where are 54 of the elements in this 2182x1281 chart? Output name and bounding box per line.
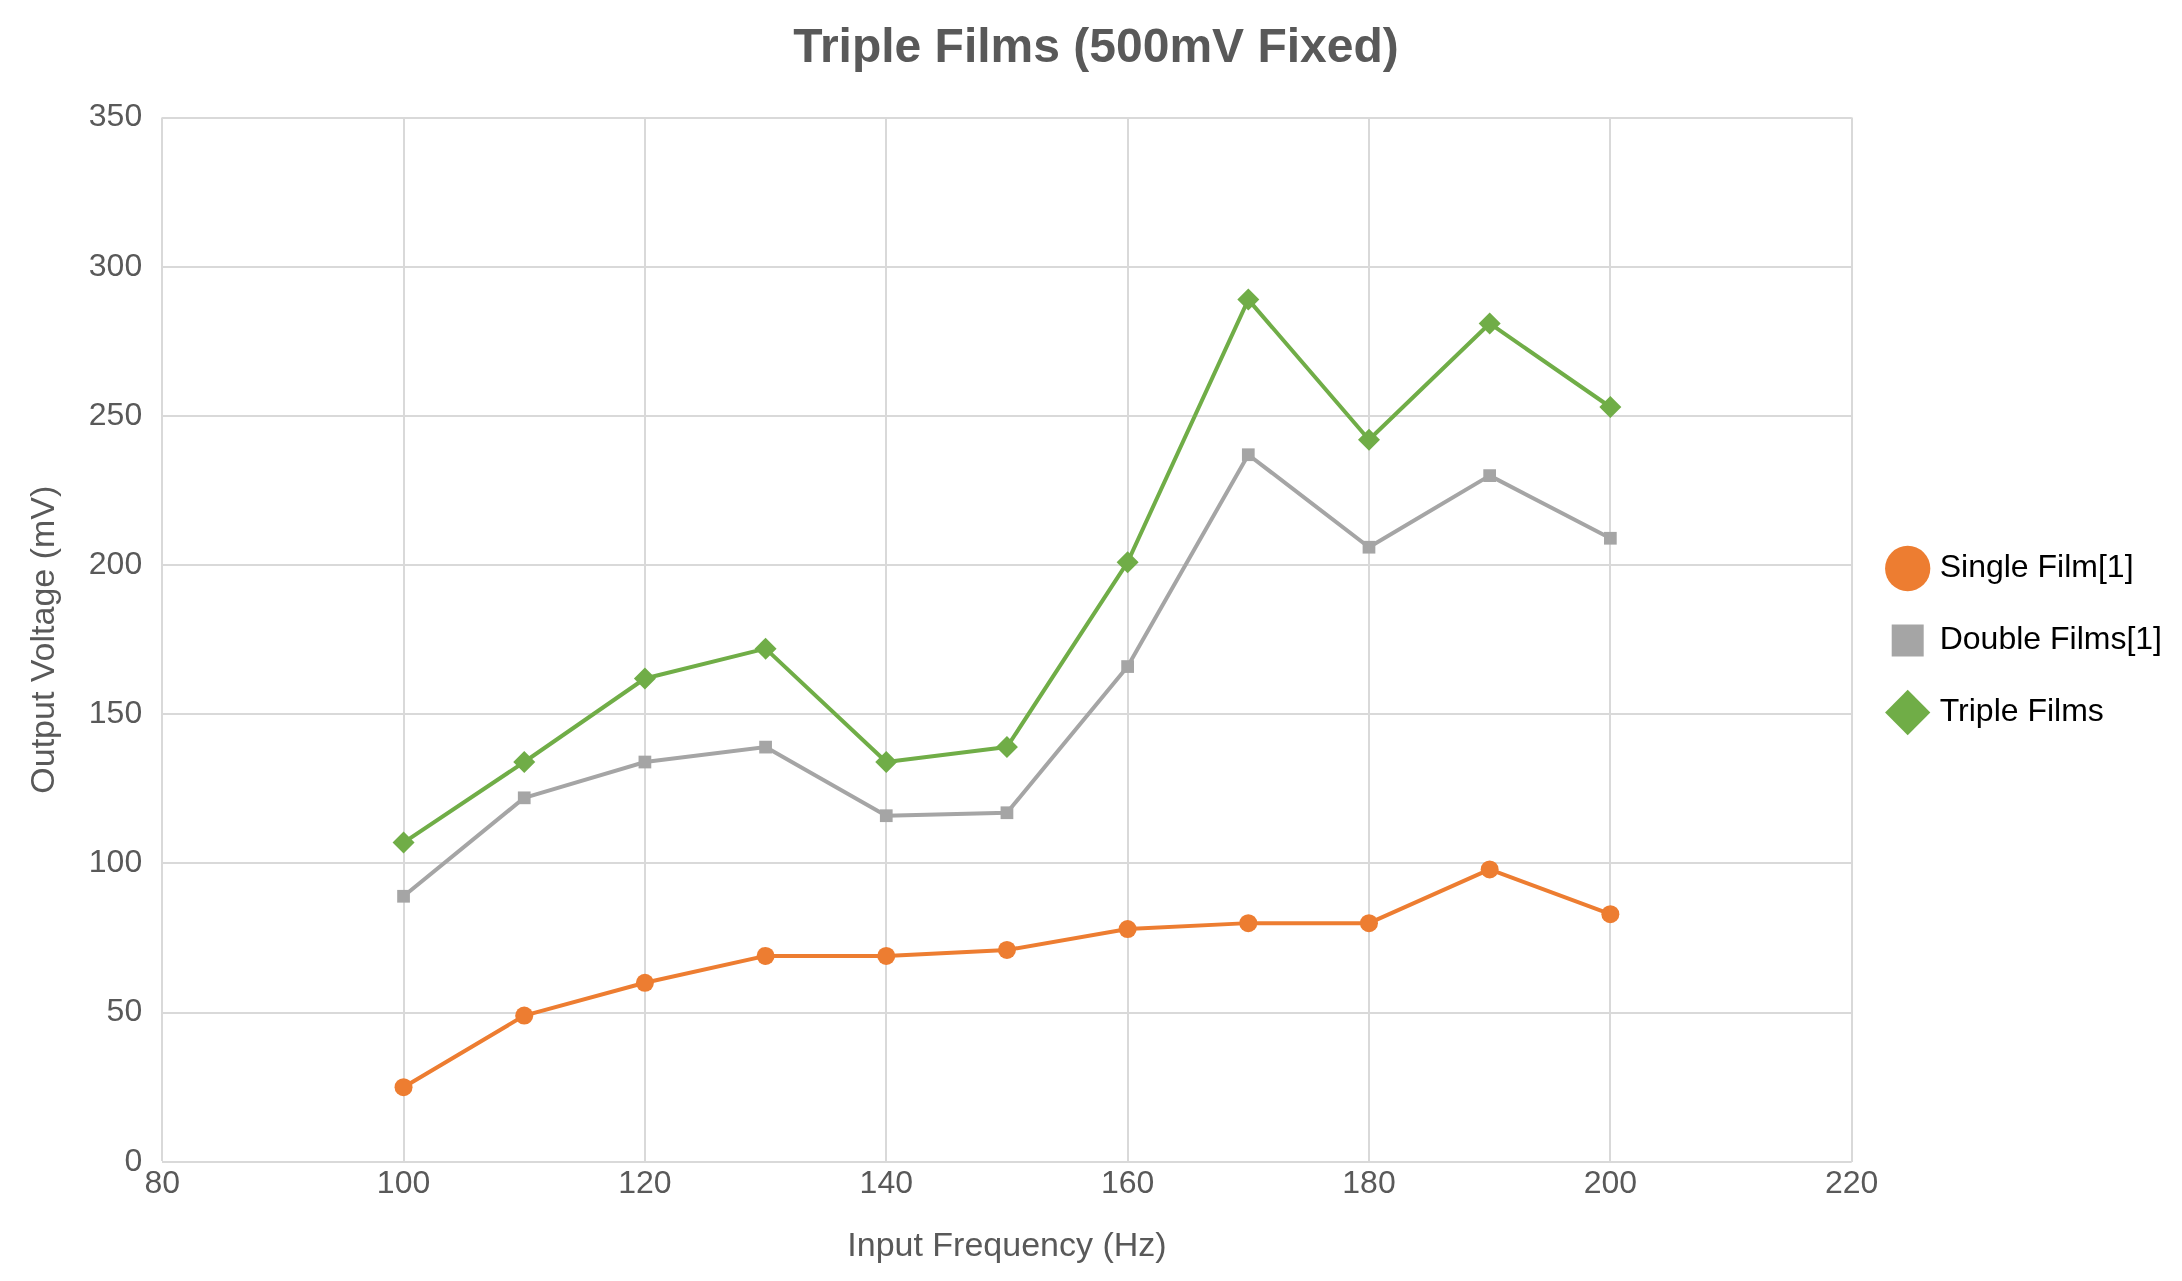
y-tick-label: 350: [88, 97, 143, 134]
point: [513, 751, 536, 774]
x-tick-label: 180: [1342, 1163, 1396, 1200]
point: [1483, 469, 1497, 482]
point: [1601, 905, 1620, 924]
x-tick-label: 200: [1583, 1163, 1638, 1200]
point: [397, 889, 410, 903]
point: [756, 946, 775, 965]
point: [633, 667, 656, 690]
point: [515, 1006, 534, 1025]
point: [635, 973, 654, 992]
point: [392, 831, 415, 854]
point: [1239, 914, 1258, 933]
y-tick-label: 100: [88, 843, 143, 880]
point: [995, 736, 1018, 759]
point: [1237, 288, 1260, 311]
point: [997, 940, 1016, 959]
point: [1000, 806, 1014, 820]
x-axis-title: Input Frequency (Hz): [847, 1224, 1167, 1263]
point: [875, 751, 898, 774]
x-tick-label: 120: [618, 1163, 672, 1200]
y-tick-label: 150: [88, 694, 143, 731]
point: [1241, 448, 1255, 462]
point: [754, 637, 777, 660]
point: [517, 791, 531, 805]
x-tick-label: 100: [376, 1163, 431, 1200]
point: [1118, 920, 1137, 939]
x-tick-label: 160: [1100, 1163, 1155, 1200]
point: [1359, 914, 1378, 933]
legend-label: Double Films[1]: [1939, 620, 2162, 657]
y-tick-label: 250: [88, 395, 143, 432]
legend-label: Single Film[1]: [1939, 548, 2134, 585]
point: [1121, 660, 1134, 673]
point: [1357, 428, 1380, 451]
point: [879, 809, 893, 823]
point: [1599, 395, 1622, 418]
chart-title: Triple Films (500mV Fixed): [793, 19, 1399, 73]
x-tick-label: 220: [1825, 1163, 1879, 1200]
x-tick-label: 140: [859, 1163, 913, 1200]
point: [1603, 531, 1617, 545]
legend-label: Triple Films: [1939, 692, 2104, 729]
point: [759, 740, 772, 754]
point: [394, 1078, 413, 1097]
y-axis-title: Output Voltage (mV): [22, 485, 61, 794]
y-tick-label: 300: [88, 246, 143, 283]
y-tick-label: 50: [106, 992, 143, 1029]
point: [1116, 551, 1139, 574]
point: [1480, 860, 1499, 879]
point: [1478, 312, 1501, 335]
point: [1362, 540, 1376, 554]
y-tick-label: 0: [124, 1141, 143, 1178]
y-tick-label: 200: [88, 544, 143, 581]
x-tick-label: 80: [144, 1163, 180, 1200]
point: [877, 946, 896, 965]
